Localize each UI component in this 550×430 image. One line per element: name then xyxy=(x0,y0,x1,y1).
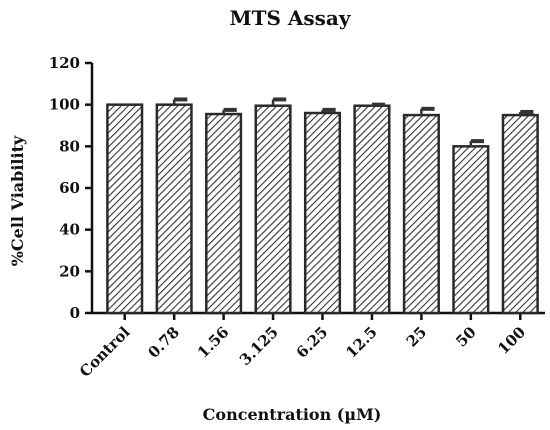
bar-6.25 xyxy=(303,111,342,315)
y-tick-label: 40 xyxy=(59,221,80,239)
x-tick-label: 25 xyxy=(403,323,430,350)
y-tick-label: 60 xyxy=(59,179,80,197)
bar-0.78 xyxy=(155,103,193,315)
bar-1.56 xyxy=(205,112,243,315)
bar-50 xyxy=(452,145,490,315)
bars-group xyxy=(106,103,539,315)
chart-title: MTS Assay xyxy=(229,6,351,30)
y-tick-label: 80 xyxy=(59,137,80,155)
x-tick-label: 12.5 xyxy=(342,323,381,362)
error-bars-group xyxy=(172,97,534,147)
x-tick-label: 0.78 xyxy=(144,323,183,362)
bar-Control xyxy=(106,103,144,315)
bar-25 xyxy=(402,113,440,315)
y-tick-label: 0 xyxy=(70,304,80,322)
x-tick-label: 1.56 xyxy=(194,323,233,362)
y-axis-label: %Cell Viability xyxy=(8,135,27,266)
y-tick-label: 120 xyxy=(49,54,80,72)
bar-100 xyxy=(501,113,539,315)
bar-12.5 xyxy=(353,104,391,315)
x-tick-label: 100 xyxy=(494,323,529,358)
x-tick-label: 50 xyxy=(452,323,479,350)
x-axis-label: Concentration (µM) xyxy=(203,405,382,424)
x-tick-label: 6.25 xyxy=(293,323,332,362)
y-tick-label: 100 xyxy=(49,96,80,114)
x-tick-label: Control xyxy=(76,323,134,381)
bar-3.125 xyxy=(254,104,292,315)
x-tick-label: 3.125 xyxy=(236,323,282,369)
x-tick-labels: Control 0.78 1.56 3.125 6.25 12.5 25 50 100 xyxy=(76,323,529,381)
y-tick-label: 20 xyxy=(59,262,80,280)
y-axis: 0 20 40 60 80 100 120 xyxy=(49,54,94,322)
